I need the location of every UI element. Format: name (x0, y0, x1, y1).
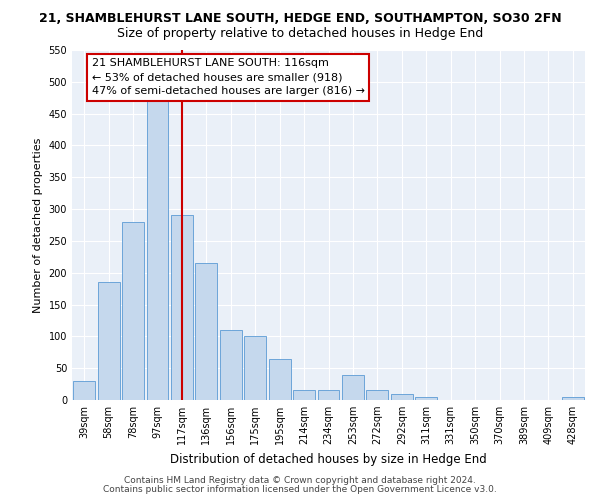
Bar (171, 216, 193, 400)
Bar (317, 390, 340, 400)
Y-axis label: Number of detached properties: Number of detached properties (33, 138, 43, 312)
Bar (146, 88, 169, 400)
Bar (367, 390, 388, 400)
Bar (269, 358, 290, 400)
Bar (98, 282, 119, 400)
Bar (122, 222, 144, 400)
Bar (415, 397, 437, 400)
X-axis label: Distribution of detached houses by size in Hedge End: Distribution of detached houses by size … (170, 452, 487, 466)
Bar (244, 336, 266, 400)
Text: Size of property relative to detached houses in Hedge End: Size of property relative to detached ho… (117, 28, 483, 40)
Text: Contains HM Land Registry data © Crown copyright and database right 2024.: Contains HM Land Registry data © Crown c… (124, 476, 476, 485)
Text: Contains public sector information licensed under the Open Government Licence v3: Contains public sector information licen… (103, 485, 497, 494)
Bar (342, 374, 364, 400)
Text: 21, SHAMBLEHURST LANE SOUTH, HEDGE END, SOUTHAMPTON, SO30 2FN: 21, SHAMBLEHURST LANE SOUTH, HEDGE END, … (38, 12, 562, 26)
Text: 21 SHAMBLEHURST LANE SOUTH: 116sqm
← 53% of detached houses are smaller (918)
47: 21 SHAMBLEHURST LANE SOUTH: 116sqm ← 53%… (92, 58, 365, 96)
Bar (391, 394, 413, 400)
Bar (73, 381, 95, 400)
Bar (562, 397, 584, 400)
Bar (196, 263, 217, 400)
Bar (293, 390, 315, 400)
Bar (220, 330, 242, 400)
